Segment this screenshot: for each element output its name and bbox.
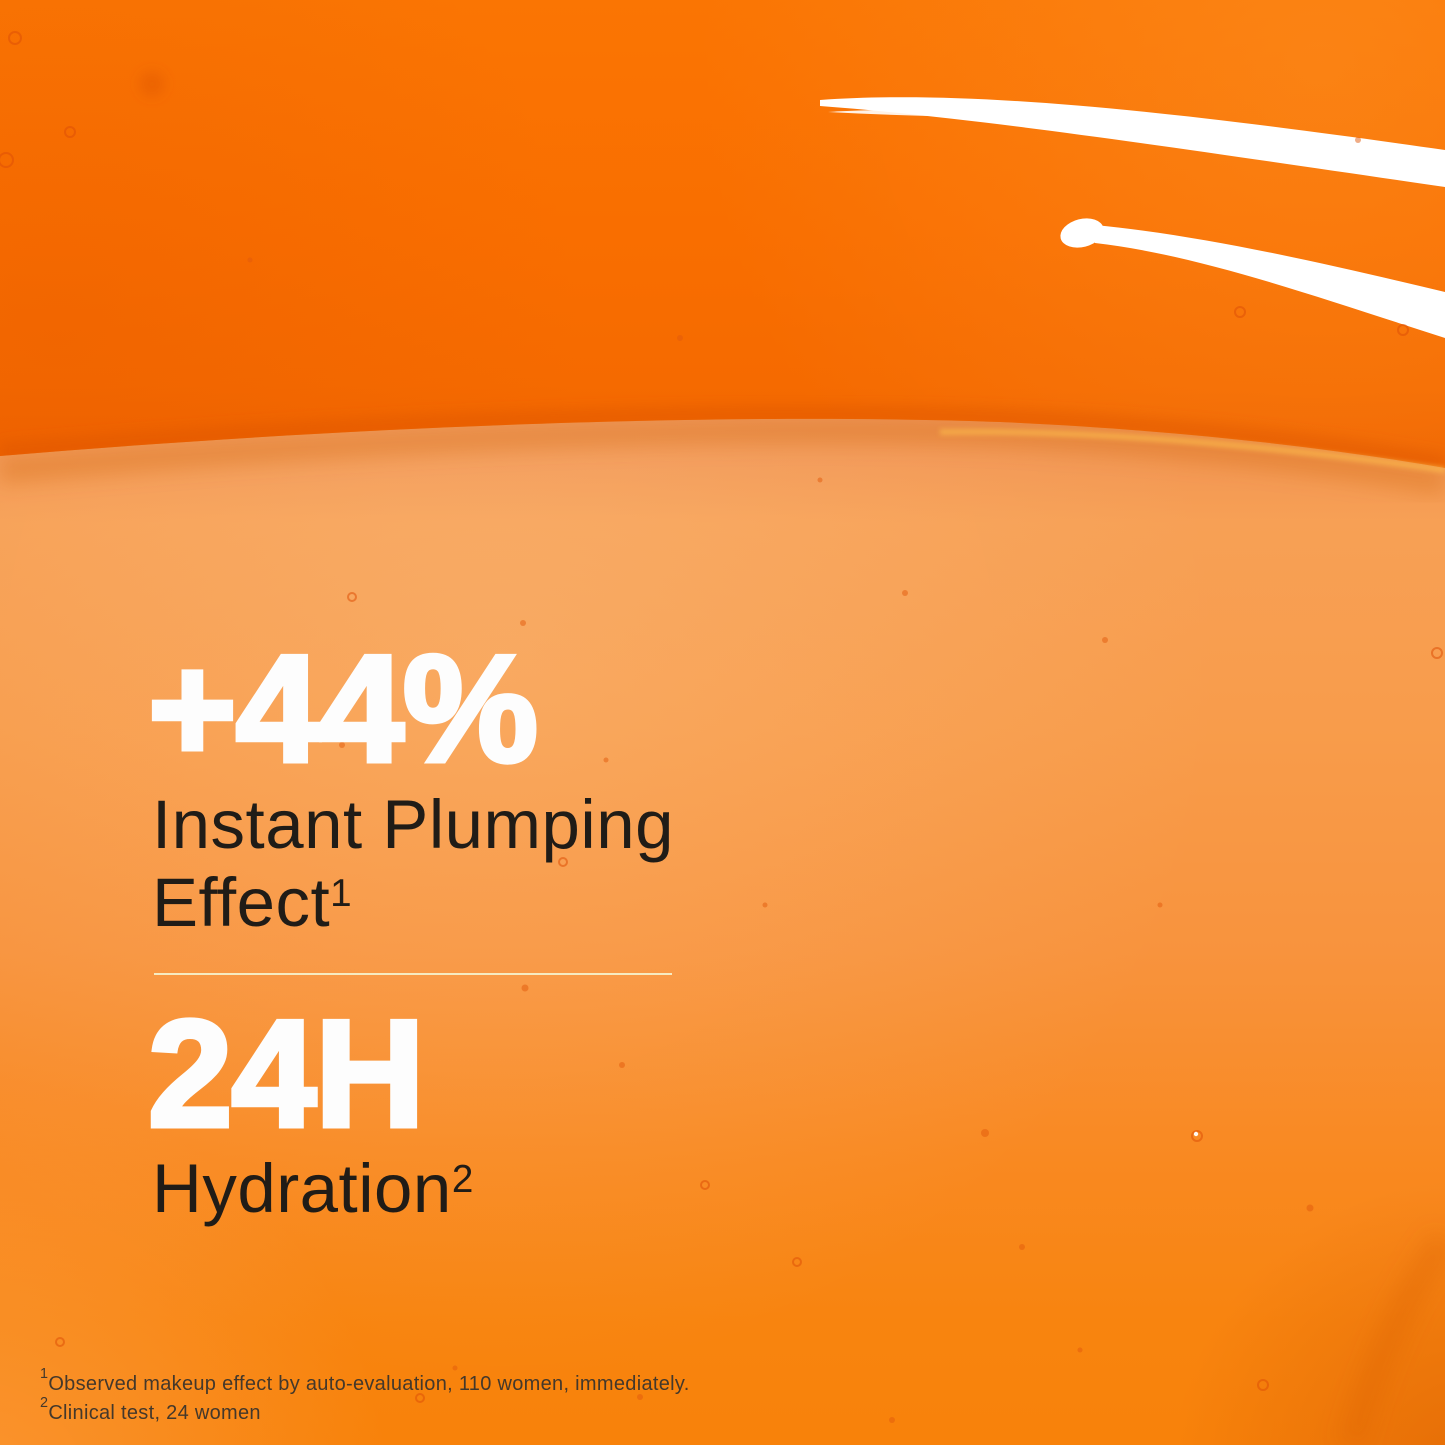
hydration-label-text: Hydration [152,1150,452,1227]
footnote-2-text: Clinical test, 24 women [48,1402,261,1424]
hydration-stat-value: 24H [146,989,428,1159]
footnote-2-marker: 2 [40,1395,49,1412]
hydration-stat-label: Hydration2 [152,1150,474,1228]
gel-highlight-streaks [820,97,1445,338]
gel-bubbles [0,31,1443,1423]
gel-dollop-region [0,0,1445,473]
footnotes-block: 1Observed makeup effect by auto-evaluati… [40,1367,690,1428]
plumping-label-line1: Instant Plumping [152,786,674,863]
footnote-1: 1Observed makeup effect by auto-evaluati… [40,1367,690,1399]
claims-divider-line [154,973,672,975]
plumping-stat-value: +44% [146,624,541,794]
footnote-1-marker: 1 [40,1366,49,1383]
plumping-footnote-marker: 1 [330,871,353,915]
plumping-label-line2: Effect [152,864,331,941]
hydration-footnote-marker: 2 [451,1157,474,1201]
footnote-1-text: Observed makeup effect by auto-evaluatio… [48,1373,690,1395]
plumping-stat-label: Instant Plumping Effect1 [152,786,674,942]
footnote-2: 2Clinical test, 24 women [40,1396,690,1428]
